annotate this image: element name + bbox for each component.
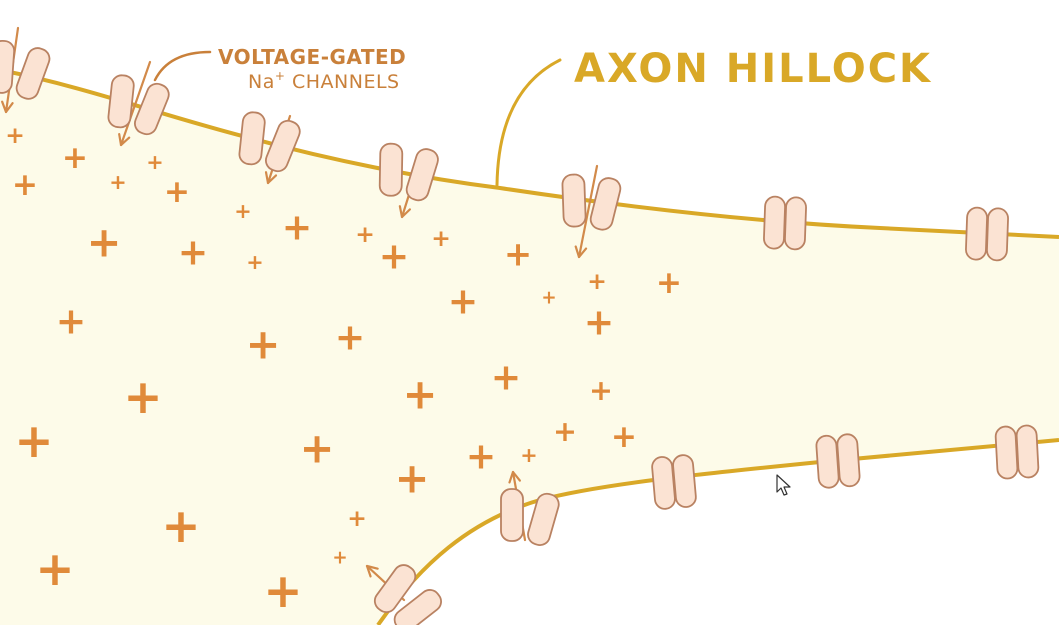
sodium-ion: +	[246, 320, 281, 369]
sodium-ion: +	[5, 121, 25, 149]
sodium-ion: +	[87, 218, 122, 267]
sodium-ion: +	[611, 419, 637, 455]
sodium-ion: +	[300, 424, 335, 473]
sodium-ion: +	[347, 504, 367, 532]
sodium-ion: +	[491, 356, 522, 399]
channels-label-line1: VOLTAGE-GATED	[218, 45, 406, 69]
sodium-ion: +	[282, 206, 313, 249]
sodium-ion: +	[35, 543, 74, 597]
open-sodium-channel	[107, 74, 170, 136]
sodium-ion: +	[395, 454, 430, 503]
closed-sodium-channel	[815, 433, 861, 489]
sodium-ion: +	[553, 414, 577, 448]
channels-label-line2: Na+ CHANNELS	[248, 69, 400, 93]
sodium-ion: +	[403, 370, 438, 419]
axon-cytoplasm	[0, 70, 1059, 625]
sodium-ion: +	[164, 174, 190, 210]
open-sodium-channel	[561, 173, 622, 231]
sodium-ions: +++ ++++ ++ ++++ + ++ +++++ + ++ + + ++ ++ + ++ ++ ++ ++	[5, 121, 682, 619]
channels-label-na: Na	[248, 71, 275, 93]
open-sodium-channel	[378, 142, 439, 202]
channels-leader-line	[153, 50, 212, 82]
axon-hillock-leader-line	[495, 58, 562, 187]
sodium-ion: +	[263, 565, 302, 619]
membrane-top	[0, 68, 1059, 239]
sodium-ion: +	[332, 548, 347, 569]
sodium-ion: +	[541, 288, 556, 309]
closed-sodium-channel	[651, 454, 697, 510]
sodium-ion: +	[355, 220, 375, 248]
ion-flow-arrow	[574, 164, 599, 259]
sodium-ion: +	[656, 265, 682, 301]
axon-hillock-label: AXON HILLOCK	[574, 46, 932, 92]
sodium-ion: +	[161, 500, 200, 554]
open-sodium-channel	[238, 111, 301, 173]
ion-flow-arrow	[118, 60, 152, 147]
sodium-ion: +	[448, 280, 479, 323]
sodium-ion: +	[14, 415, 53, 469]
sodium-ion: +	[379, 235, 410, 278]
open-sodium-channel	[0, 39, 51, 100]
sodium-ion: +	[587, 267, 607, 295]
sodium-ion: +	[123, 371, 162, 425]
closed-sodium-channel	[994, 424, 1040, 480]
closed-sodium-channel	[763, 195, 807, 251]
mouse-pointer-icon	[776, 474, 791, 496]
open-sodium-channel	[373, 564, 442, 629]
channels-label-rest: CHANNELS	[285, 71, 399, 93]
sodium-ion: +	[584, 301, 615, 344]
sodium-ion: +	[335, 316, 366, 359]
sodium-ion: +	[178, 231, 209, 274]
sodium-ion: +	[146, 150, 163, 174]
sodium-channels	[0, 39, 1040, 629]
sodium-ion: +	[589, 373, 613, 407]
sodium-ion: +	[12, 167, 38, 203]
sodium-ion: +	[431, 224, 451, 252]
sodium-ion: +	[466, 435, 497, 478]
sodium-ion: +	[234, 199, 251, 223]
sodium-ion: +	[504, 235, 532, 274]
closed-sodium-channel	[965, 206, 1009, 262]
open-sodium-channel	[500, 488, 560, 546]
sodium-ion: +	[246, 250, 263, 274]
sodium-ion: +	[520, 443, 537, 467]
sodium-ion: +	[56, 300, 87, 343]
sodium-ion: +	[109, 170, 126, 194]
sodium-ion: +	[62, 140, 88, 176]
channels-label-sup: +	[275, 69, 286, 83]
